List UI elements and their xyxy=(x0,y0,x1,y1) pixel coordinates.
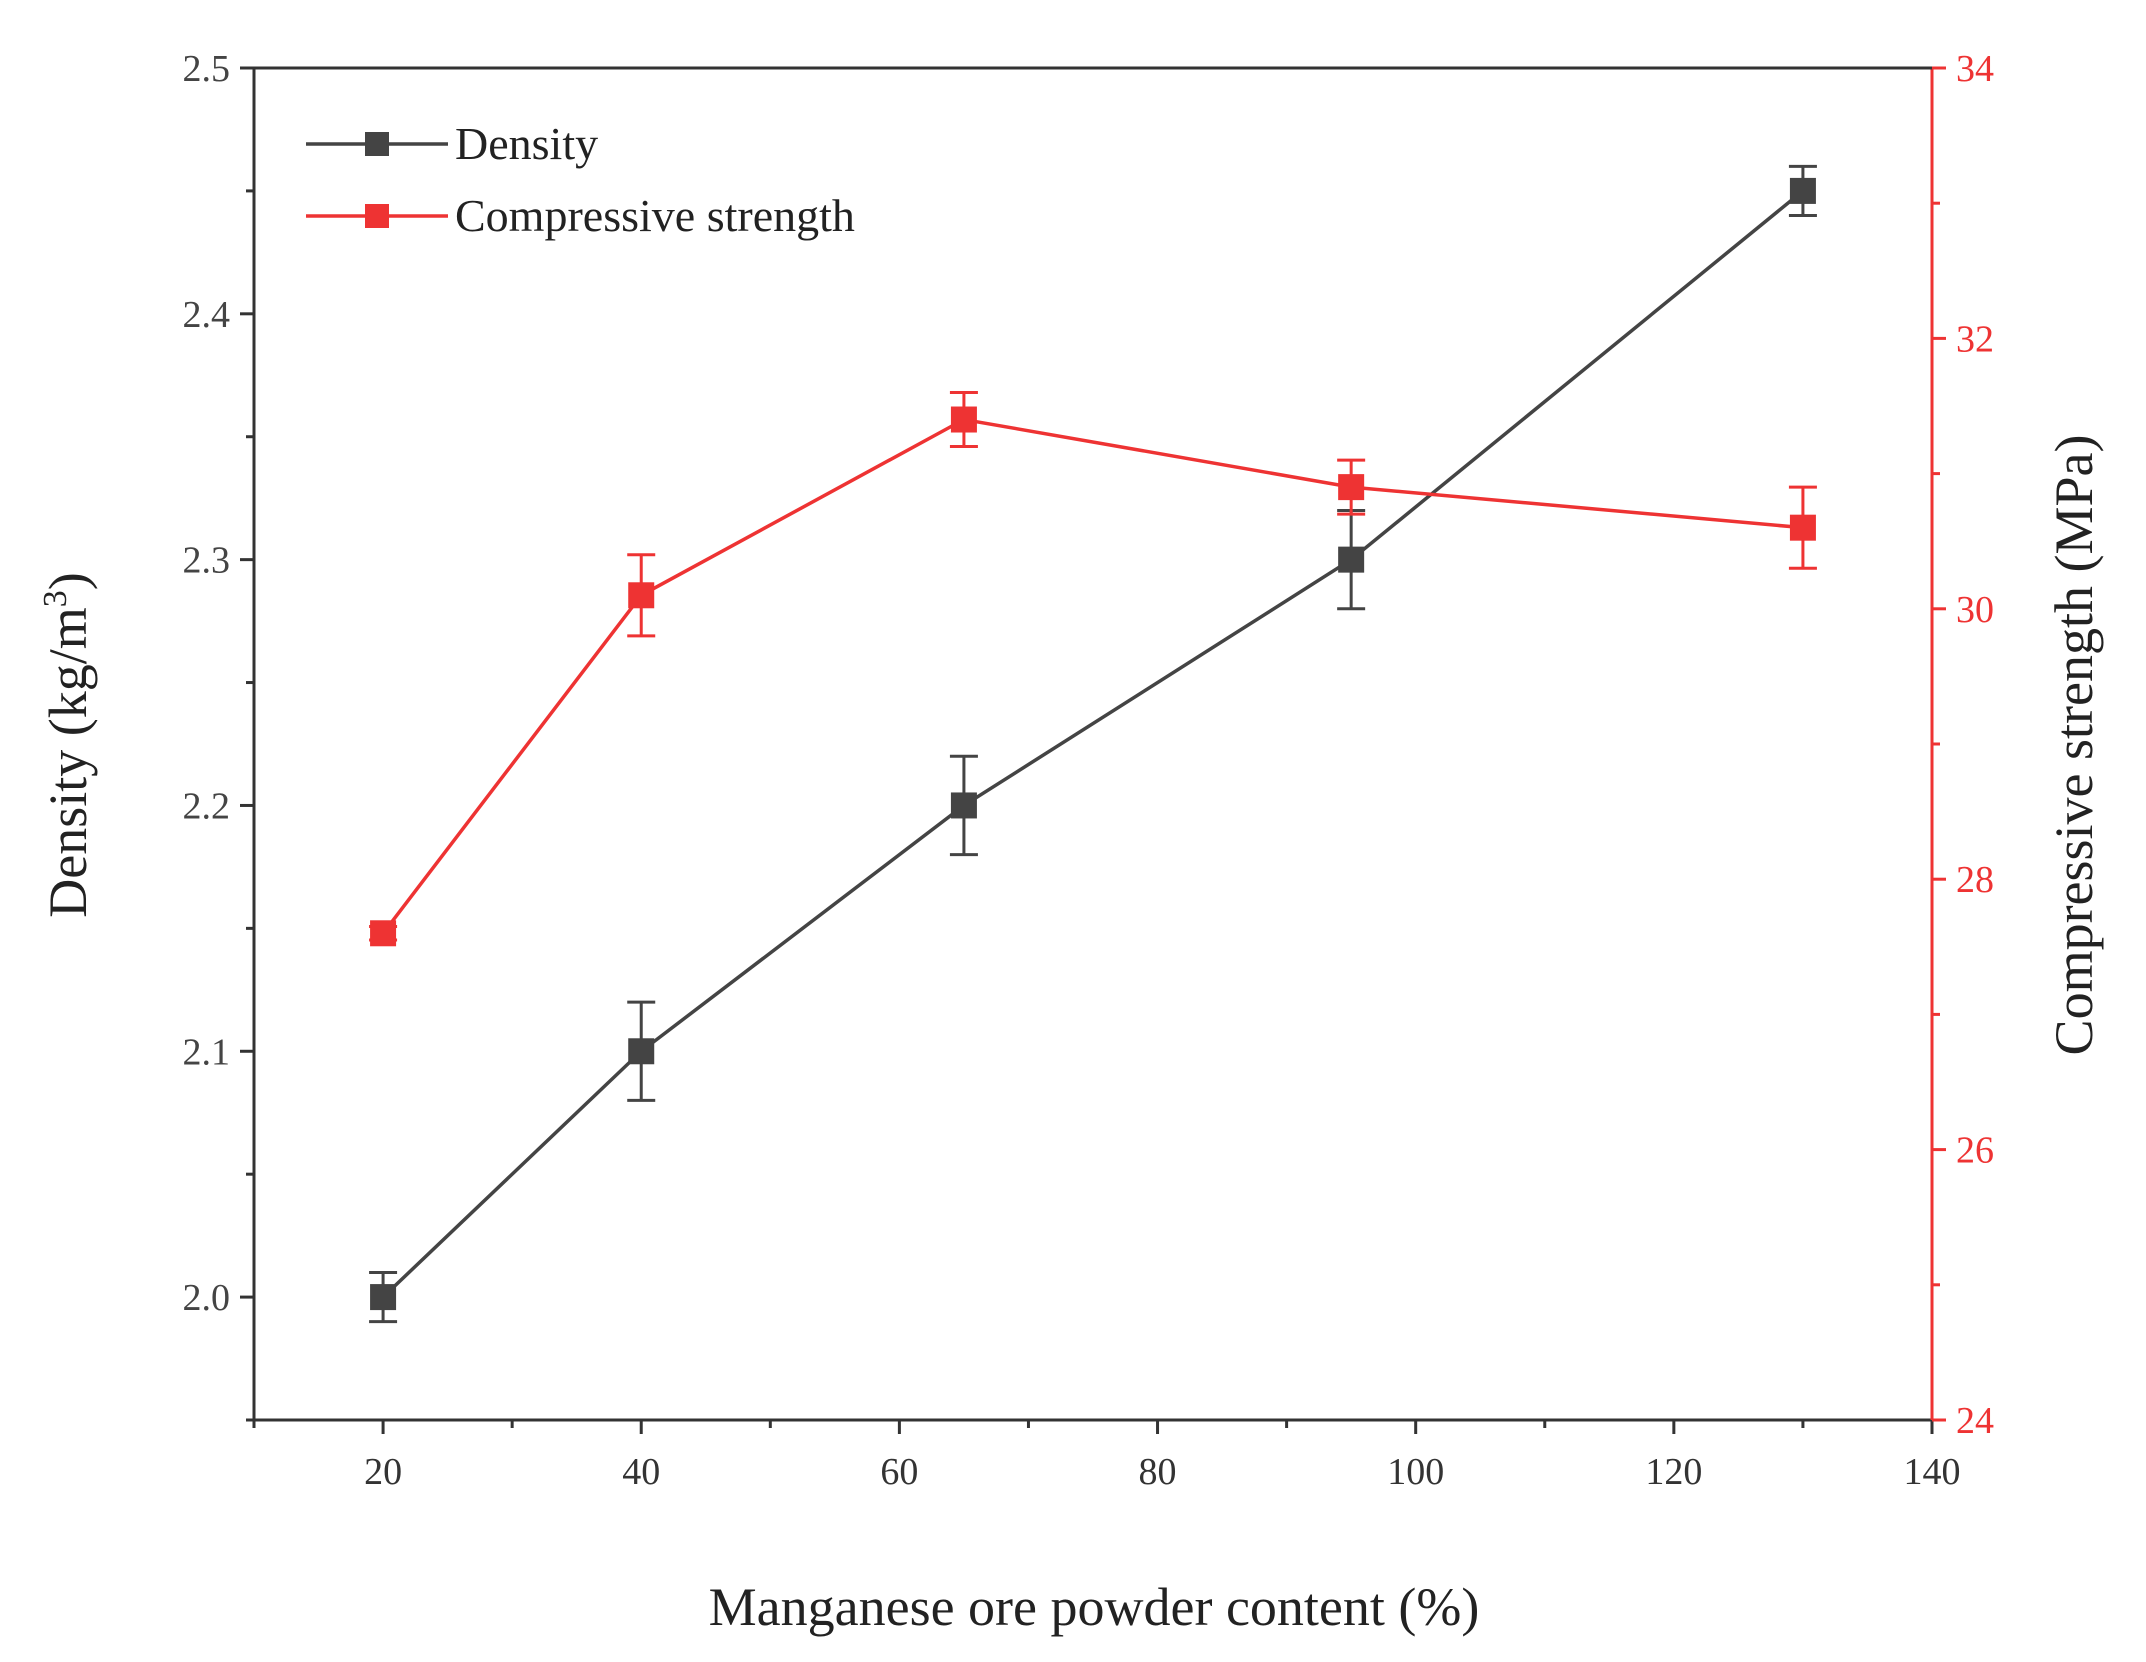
data-point xyxy=(628,582,655,609)
x-tick-label: 120 xyxy=(1645,1451,1702,1493)
series-line xyxy=(381,189,1805,1299)
data-point xyxy=(370,920,397,947)
y-right-axis-title: Compressive strength (MPa) xyxy=(2044,435,2104,1056)
y-right-tick-label: 28 xyxy=(1956,859,1994,901)
y-left-tick-label: 2.4 xyxy=(183,294,231,336)
data-point xyxy=(370,1284,397,1311)
x-tick-label: 60 xyxy=(880,1451,918,1493)
data-point xyxy=(950,406,977,433)
axes-layer: 20 40 60 80 100 120 140 2.0 2.1 2.2 2.3 2.4 2.5 24 26 2… xyxy=(183,48,1995,1493)
legend-label: Density xyxy=(455,118,598,169)
y-right-tick-label: 26 xyxy=(1956,1130,1994,1172)
y-left-title-end: ) xyxy=(38,572,98,590)
series-layer xyxy=(369,164,1817,1324)
legend-label: Compressive strength xyxy=(455,190,855,241)
data-point xyxy=(1338,474,1365,501)
y-left-tick-label: 2.1 xyxy=(183,1031,231,1073)
x-tick-label: 140 xyxy=(1904,1451,1961,1493)
y-left-tick-label: 2.0 xyxy=(183,1277,231,1319)
y-left-axis-title: Density (kg/m3) xyxy=(37,572,98,917)
data-point xyxy=(950,792,977,819)
y-left-tick-label: 2.3 xyxy=(183,540,231,582)
y-left-tick-label: 2.2 xyxy=(183,785,231,827)
x-axis-title: Manganese ore powder content (%) xyxy=(709,1577,1480,1637)
y-left-tick-label: 2.5 xyxy=(183,48,231,90)
data-point xyxy=(1789,514,1816,541)
x-tick-label: 40 xyxy=(622,1451,660,1493)
y-right-tick-label: 24 xyxy=(1956,1400,1994,1442)
x-tick-label: 100 xyxy=(1387,1451,1444,1493)
y-right-tick-label: 32 xyxy=(1956,318,1994,360)
y-right-tick-label: 34 xyxy=(1956,48,1994,90)
data-point xyxy=(1338,546,1365,573)
legend: Density Compressive strength xyxy=(306,118,855,241)
legend-marker xyxy=(365,132,389,156)
x-tick-label: 80 xyxy=(1139,1451,1177,1493)
series-line xyxy=(381,417,1804,935)
y-right-tick-label: 30 xyxy=(1956,589,1994,631)
data-point xyxy=(628,1038,655,1065)
data-point xyxy=(1789,177,1816,204)
legend-marker xyxy=(365,204,389,228)
y-left-title-sup: 3 xyxy=(37,590,74,607)
x-tick-label: 20 xyxy=(364,1451,402,1493)
y-left-title-main: Density (kg/m xyxy=(38,607,98,917)
